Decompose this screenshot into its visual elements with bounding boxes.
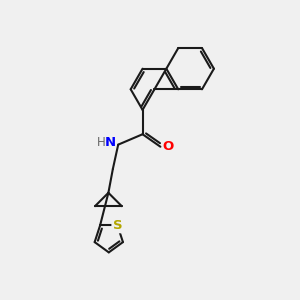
Text: S: S (113, 219, 122, 232)
Text: H: H (97, 136, 106, 149)
Text: O: O (163, 140, 174, 153)
Text: N: N (105, 136, 116, 149)
